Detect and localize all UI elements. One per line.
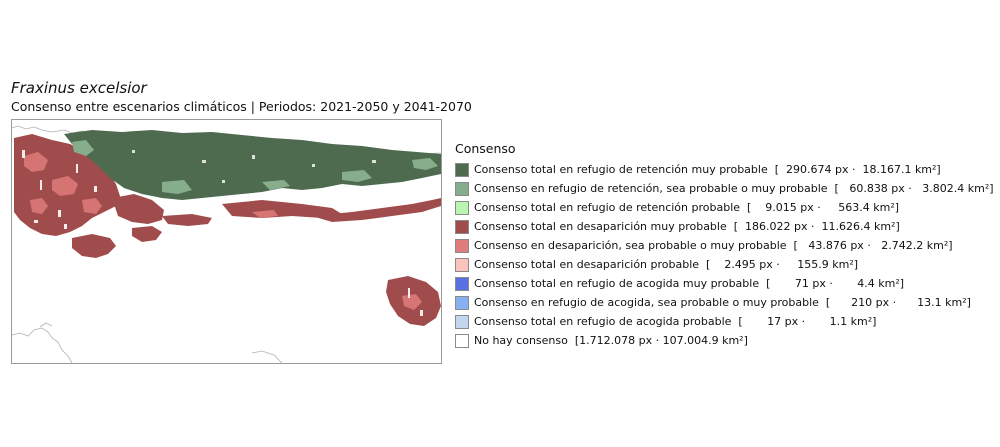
- consensus-map: [11, 119, 442, 364]
- legend-label: Consenso en refugio de acogida, sea prob…: [474, 296, 971, 309]
- legend-label: Consenso total en refugio de retención p…: [474, 201, 900, 214]
- retention-probable-mix: [72, 140, 438, 194]
- legend-swatch: [455, 181, 469, 196]
- retention-gaps: [132, 150, 376, 183]
- legend-label: Consenso total en refugio de retención m…: [474, 163, 941, 176]
- disappearance-probable: [24, 152, 422, 310]
- legend-swatch: [455, 314, 469, 329]
- species-title: Fraxinus excelsior: [11, 79, 147, 97]
- legend-item: Consenso total en desaparición muy proba…: [455, 217, 994, 236]
- disappearance-gaps: [22, 150, 423, 316]
- legend-swatch: [455, 219, 469, 234]
- legend-title: Consenso: [455, 141, 516, 156]
- legend-item: Consenso en desaparición, sea probable o…: [455, 236, 994, 255]
- legend-swatch: [455, 238, 469, 253]
- legend-item: Consenso total en desaparición probable …: [455, 255, 994, 274]
- legend-label: Consenso total en desaparición muy proba…: [474, 220, 900, 233]
- legend-item: Consenso total en refugio de acogida muy…: [455, 274, 994, 293]
- map-canvas: [12, 125, 441, 363]
- legend-label: Consenso en desaparición, sea probable o…: [474, 239, 953, 252]
- legend: Consenso Consenso total en refugio de re…: [455, 141, 994, 350]
- legend-item: No hay consenso [1.712.078 px · 107.004.…: [455, 331, 994, 350]
- legend-label: Consenso total en refugio de acogida muy…: [474, 277, 905, 290]
- legend-swatch: [455, 257, 469, 272]
- legend-item: Consenso total en refugio de retención m…: [455, 160, 994, 179]
- legend-swatch: [455, 200, 469, 215]
- legend-item: Consenso en refugio de acogida, sea prob…: [455, 293, 994, 312]
- legend-swatch: [455, 295, 469, 310]
- legend-swatch: [455, 276, 469, 291]
- legend-item: Consenso total en refugio de acogida pro…: [455, 312, 994, 331]
- retention-very-probable: [64, 130, 441, 200]
- legend-swatch: [455, 333, 469, 348]
- legend-item: Consenso en refugio de retención, sea pr…: [455, 179, 994, 198]
- legend-swatch: [455, 162, 469, 177]
- map-subtitle: Consenso entre escenarios climáticos | P…: [11, 99, 472, 114]
- legend-label: Consenso total en desaparición probable …: [474, 258, 859, 271]
- legend-items: Consenso total en refugio de retención m…: [455, 160, 994, 350]
- legend-label: Consenso en refugio de retención, sea pr…: [474, 182, 994, 195]
- legend-item: Consenso total en refugio de retención p…: [455, 198, 994, 217]
- legend-label: No hay consenso [1.712.078 px · 107.004.…: [474, 334, 748, 347]
- legend-label: Consenso total en refugio de acogida pro…: [474, 315, 877, 328]
